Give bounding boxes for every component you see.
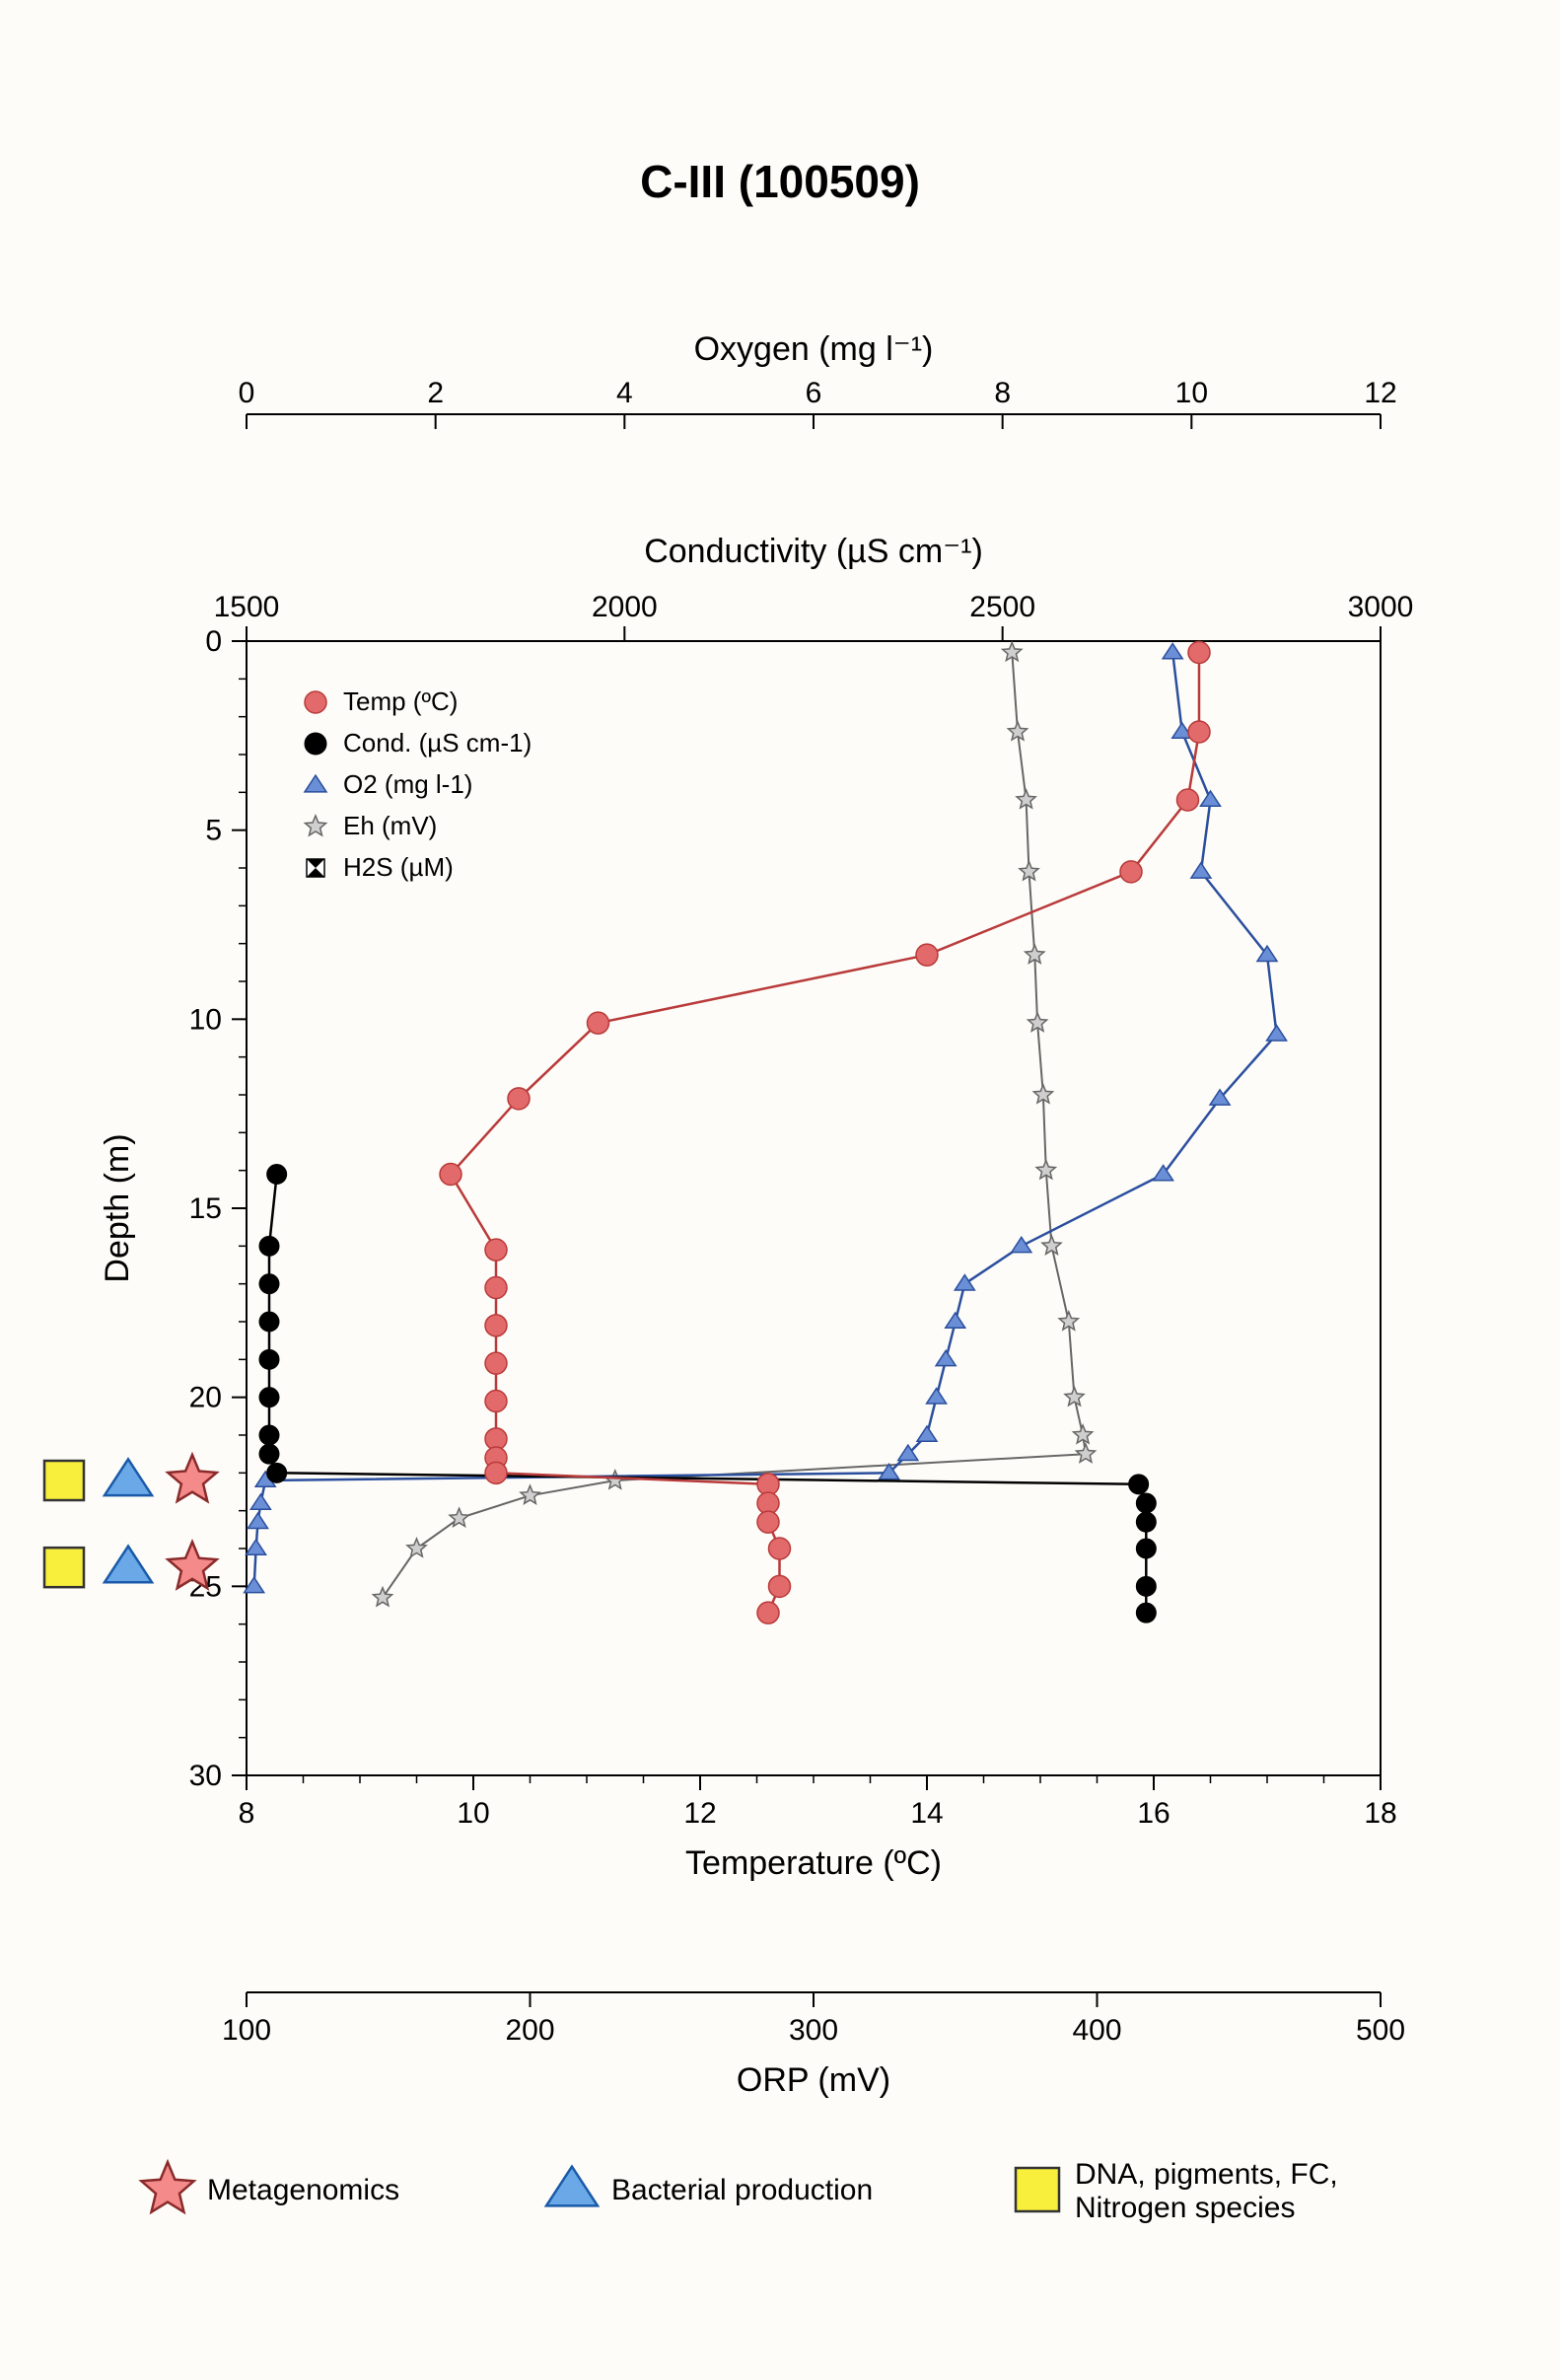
footer-dna-label: DNA, pigments, FC, (1075, 2158, 1338, 2191)
legend-item-label: O2 (mg l-1) (343, 769, 472, 799)
depth-tick: 0 (205, 625, 222, 658)
legend-item-label: Eh (mV) (343, 811, 437, 840)
footer-dna-label: Nitrogen species (1075, 2192, 1295, 2224)
conductivity-tick: 2000 (592, 591, 658, 623)
footer-metagenomics-label: Metagenomics (207, 2174, 399, 2206)
chart-title: C-III (100509) (640, 156, 920, 207)
temperature-tick: 14 (910, 1797, 943, 1830)
oxygen-tick: 2 (427, 377, 444, 409)
oxygen-tick: 6 (806, 377, 822, 409)
oxygen-tick: 10 (1175, 377, 1208, 409)
series-legend: Temp (ºC) Cond. (µS cm-1) O2 (mg l-1) Eh (m… (305, 686, 532, 882)
footer-bacterial-label: Bacterial production (611, 2174, 873, 2206)
orp-axis-label: ORP (mV) (737, 2061, 890, 2099)
conductivity-tick: 3000 (1348, 591, 1414, 623)
oxygen-tick: 4 (616, 377, 633, 409)
orp-tick: 300 (789, 2014, 838, 2047)
conductivity-tick: 2500 (969, 591, 1035, 623)
footer-square-icon (1016, 2168, 1059, 2211)
legend-item-label: H2S (µM) (343, 852, 454, 882)
depth-tick: 30 (189, 1760, 222, 1792)
oxygen-axis-label: Oxygen (mg l⁻¹) (694, 330, 934, 368)
oxygen-tick: 8 (994, 377, 1011, 409)
sample-square-icon (44, 1548, 84, 1587)
orp-tick: 500 (1356, 2014, 1405, 2047)
legend-item-label: Temp (ºC) (343, 686, 458, 716)
orp-tick: 100 (222, 2014, 271, 2047)
depth-tick: 15 (189, 1192, 222, 1225)
temperature-tick: 12 (683, 1797, 716, 1830)
oxygen-tick: 12 (1364, 377, 1396, 409)
oxygen-tick: 0 (239, 377, 255, 409)
depth-tick: 5 (205, 815, 222, 847)
conductivity-tick: 1500 (214, 591, 280, 623)
depth-tick: 10 (189, 1003, 222, 1036)
temperature-tick: 16 (1137, 1797, 1170, 1830)
legend-item-label: Cond. (µS cm-1) (343, 728, 532, 757)
cond-line (269, 1175, 1146, 1614)
temperature-axis-label: Temperature (ºC) (685, 1844, 942, 1882)
orp-tick: 200 (505, 2014, 554, 2047)
sample-square-icon (44, 1461, 84, 1500)
depth-axis-label: Depth (m) (99, 1133, 136, 1282)
orp-tick: 400 (1072, 2014, 1121, 2047)
depth-profile-chart: C-III (100509) Oxygen (mg l⁻¹) 0 2 4 6 8 10 12 Co… (0, 0, 1560, 2380)
depth-tick: 20 (189, 1382, 222, 1414)
conductivity-axis-label: Conductivity (µS cm⁻¹) (644, 533, 983, 570)
temperature-tick: 8 (239, 1797, 255, 1830)
temperature-tick: 18 (1364, 1797, 1396, 1830)
temperature-tick: 10 (457, 1797, 489, 1830)
